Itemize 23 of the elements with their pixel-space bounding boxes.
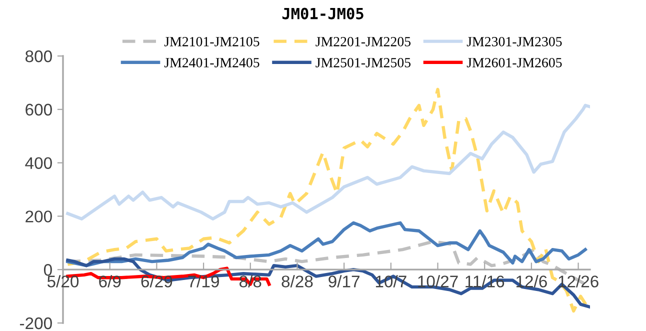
x-tick-label: 6/29 xyxy=(141,275,172,288)
y-tick-label: -200 xyxy=(20,317,52,330)
legend-label: JM2101-JM2105 xyxy=(164,36,260,46)
line-series xyxy=(66,221,587,268)
x-tick-label: 10/27 xyxy=(418,275,458,288)
x-tick-label: 8/28 xyxy=(282,275,313,288)
x-tick-label: 7/19 xyxy=(188,275,219,288)
x-tick-label: 12/26 xyxy=(558,275,598,288)
line-series xyxy=(66,104,590,220)
y-tick-label: 400 xyxy=(25,157,52,170)
legend-label: JM2401-JM2405 xyxy=(164,58,260,68)
legend-label: JM2301-JM2305 xyxy=(466,36,562,46)
y-tick-label: 200 xyxy=(26,210,52,222)
legend-label: JM2501-JM2505 xyxy=(316,58,411,68)
legend-label: JM2601-JM2605 xyxy=(466,58,562,68)
x-tick-label: 12/6 xyxy=(516,275,547,288)
y-tick-label: 600 xyxy=(26,104,52,116)
y-tick-label: 800 xyxy=(26,50,52,62)
x-tick-label: 9/17 xyxy=(328,275,360,288)
legend-label: JM2201-JM2205 xyxy=(316,36,411,46)
y-tick-label: 0 xyxy=(44,264,52,276)
x-tick-label: 5/20 xyxy=(47,275,79,288)
chart-title: JM01-JM05 xyxy=(282,8,364,20)
